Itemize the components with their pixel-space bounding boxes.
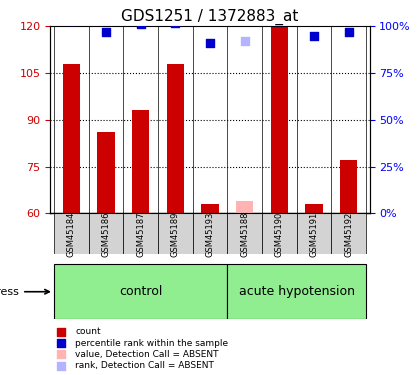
Text: value, Detection Call = ABSENT: value, Detection Call = ABSENT [76,350,219,359]
Bar [201,204,219,213]
Text: GSM45186: GSM45186 [101,211,110,256]
Text: GSM45184: GSM45184 [67,211,76,256]
Point [58,340,65,346]
Text: GSM45191: GSM45191 [310,211,319,256]
Point [137,21,144,27]
Point [68,18,75,24]
Point [172,20,178,26]
Point [58,329,65,335]
FancyBboxPatch shape [331,213,366,254]
Point [311,33,318,39]
Point [102,29,109,35]
FancyBboxPatch shape [123,213,158,254]
Bar [97,132,115,213]
Text: GSM45189: GSM45189 [171,211,180,256]
FancyBboxPatch shape [297,213,331,254]
Bar [236,201,253,213]
Text: GSM45187: GSM45187 [136,211,145,256]
FancyBboxPatch shape [54,213,89,254]
Text: acute hypotension: acute hypotension [239,285,355,298]
FancyBboxPatch shape [158,213,193,254]
Bar [132,111,149,213]
Point [276,18,283,24]
Text: GSM45190: GSM45190 [275,211,284,256]
Bar [305,204,323,213]
Text: stress: stress [0,287,49,297]
Text: rank, Detection Call = ABSENT: rank, Detection Call = ABSENT [76,361,214,370]
Text: control: control [119,285,162,298]
Text: count: count [76,327,101,336]
FancyBboxPatch shape [262,213,297,254]
Point [58,351,65,357]
Bar [340,160,357,213]
Bar [63,64,80,213]
FancyBboxPatch shape [89,213,123,254]
Text: GSM45192: GSM45192 [344,211,353,256]
FancyBboxPatch shape [227,213,262,254]
Bar [167,64,184,213]
FancyBboxPatch shape [54,264,227,319]
Point [58,363,65,369]
Text: GSM45193: GSM45193 [205,211,215,256]
Text: percentile rank within the sample: percentile rank within the sample [76,339,228,348]
Bar [271,26,288,213]
Point [241,38,248,44]
Text: GSM45188: GSM45188 [240,211,249,256]
FancyBboxPatch shape [227,264,366,319]
Title: GDS1251 / 1372883_at: GDS1251 / 1372883_at [121,9,299,25]
Point [207,40,213,46]
FancyBboxPatch shape [193,213,227,254]
Point [345,29,352,35]
